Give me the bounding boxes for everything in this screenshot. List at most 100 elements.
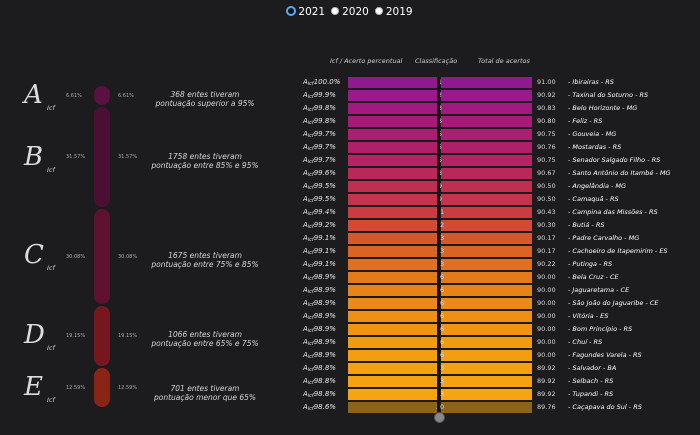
grade-sub: icf — [307, 328, 314, 334]
tier-pct-right: 19.15% — [118, 333, 138, 340]
bar-right — [441, 402, 532, 413]
tier-letter: E — [24, 372, 43, 402]
year-label: 2021 — [298, 6, 326, 18]
icf-label: Aicf99.8% — [303, 103, 348, 116]
tier-bar-e — [94, 368, 110, 407]
entity-name: - Cachoeiro de Itapemirim - ES — [568, 246, 668, 257]
year-option-2019[interactable]: 2019 — [374, 6, 413, 18]
entity-name-text: Putinga - RS — [572, 260, 613, 268]
grade-sub: icf — [307, 224, 314, 230]
total-label: 90.43 — [537, 208, 556, 216]
grade-letter: A — [303, 143, 308, 151]
name-dash: - — [568, 104, 573, 112]
header-classificacao: Classificação — [415, 57, 458, 65]
entity-name-text: Senador Salgado Filho - RS — [572, 156, 661, 164]
icf-label: Aicf98.9% — [303, 272, 348, 285]
bar-left — [348, 181, 437, 192]
grade-letter: A — [303, 234, 308, 242]
entity-name-text: Ibirairas - RS — [572, 78, 614, 86]
bar-left — [348, 194, 437, 205]
name-dash: - — [568, 234, 573, 242]
grade-letter: A — [303, 260, 308, 268]
icf-label: Aicf99.6% — [303, 168, 348, 181]
entity-name: - Salvador - BA — [568, 363, 616, 374]
icf-value: 98.9% — [313, 312, 336, 320]
year-option-2021[interactable]: 2021 — [287, 6, 325, 18]
icf-label: Aicf98.9% — [303, 350, 348, 363]
grade-sub: icf — [307, 250, 314, 256]
grade-letter: A — [303, 338, 308, 346]
grade-letter: A — [303, 130, 308, 138]
total-label: 90.75 — [537, 130, 556, 138]
entity-name-text: Selbach - RS — [572, 377, 614, 385]
bar-left — [348, 168, 437, 179]
entity-name: - Vitória - ES — [568, 311, 608, 322]
tier-bar-b — [94, 107, 110, 208]
rank-label: 3 — [432, 116, 448, 127]
name-dash: - — [568, 299, 573, 307]
grade-letter: A — [303, 78, 308, 86]
icf-label: Aicf98.9% — [303, 337, 348, 350]
entity-name: - Jaguaretama - CE — [568, 285, 629, 296]
entity-name-text: Salvador - BA — [572, 364, 617, 372]
rank-label: 13 — [435, 234, 445, 242]
icf-value: 99.6% — [313, 169, 336, 177]
tier-description-line: pontuação entre 85% e 95% — [151, 161, 259, 170]
grade-sub: icf — [307, 302, 314, 308]
rank-slider-handle[interactable] — [434, 412, 445, 423]
total-label: 89.76 — [537, 403, 556, 411]
entity-name: - Santo Antônio do Itambé - MG — [568, 168, 671, 179]
icf-label: Aicf99.5% — [303, 194, 348, 207]
grade-letter: A — [303, 169, 308, 177]
total-label: 90.00 — [537, 299, 556, 307]
total-label: 90.67 — [537, 169, 556, 177]
tier-sub-label: Icf — [47, 104, 55, 112]
bar-left — [348, 233, 437, 244]
bar-left — [348, 298, 437, 309]
rank-label: 5 — [432, 129, 448, 140]
name-dash: - — [568, 364, 573, 372]
tier-bar-d — [94, 306, 110, 367]
entity-name-text: Caçapava do Sul - RS — [572, 403, 642, 411]
icf-value: 98.9% — [313, 286, 336, 294]
bar-right — [441, 90, 532, 101]
year-option-2020[interactable]: 2020 — [331, 6, 369, 18]
total-label: 90.22 — [537, 260, 556, 268]
icf-label: Aicf99.1% — [303, 233, 348, 246]
total-label: 90.00 — [537, 351, 556, 359]
grade-letter: A — [303, 312, 308, 320]
rank-label: 8 — [432, 168, 448, 179]
bar-right — [441, 103, 532, 114]
entity-name-text: Santo Antônio do Itambé - MG — [572, 169, 671, 177]
bar-left — [348, 402, 437, 413]
grade-letter: A — [303, 221, 308, 229]
tier-sub-label: Icf — [47, 344, 55, 352]
entity-name: - Belo Horizonte - MG — [568, 103, 637, 114]
name-dash: - — [568, 351, 573, 359]
bar-right — [441, 207, 532, 218]
grade-letter: A — [303, 195, 308, 203]
tier-pct-right: 31.57% — [118, 154, 138, 161]
icf-value: 98.9% — [313, 273, 336, 281]
bar-left — [348, 116, 437, 127]
icf-value: 99.8% — [313, 104, 336, 112]
icf-value: 98.9% — [313, 338, 336, 346]
bar-right — [441, 129, 532, 140]
rank-label: 16 — [435, 286, 445, 294]
grade-letter: A — [303, 91, 308, 99]
name-dash: - — [568, 130, 573, 138]
bar-right — [441, 246, 532, 257]
entity-name-text: Tupandi - RS — [572, 390, 614, 398]
icf-value: 98.9% — [313, 299, 336, 307]
tier-letter: A — [24, 80, 43, 110]
entity-name: - Camaquã - RS — [568, 194, 619, 205]
tier-description: 701 entes tiveram pontuação menor que 65% — [140, 384, 270, 402]
icf-label: Aicf98.8% — [303, 376, 348, 389]
tier-description: 1675 entes tiveram pontuação entre 75% e … — [140, 251, 270, 269]
icf-value: 99.5% — [313, 195, 336, 203]
grade-letter: A — [303, 390, 308, 398]
year-label: 2019 — [385, 6, 413, 18]
rank-label: 16 — [435, 299, 445, 307]
rank-label: 23 — [435, 390, 445, 398]
grade-letter: A — [303, 325, 308, 333]
